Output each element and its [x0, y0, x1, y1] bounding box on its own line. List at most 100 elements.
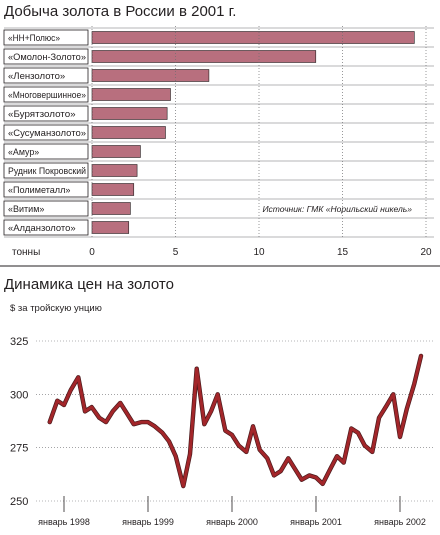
price-point: [153, 425, 156, 428]
price-point: [237, 444, 240, 447]
bar: [91, 69, 210, 82]
price-point: [405, 408, 408, 411]
price-point: [279, 470, 282, 472]
line-x-tick-label: январь 1998: [38, 517, 90, 527]
price-point: [132, 423, 135, 426]
price-point: [420, 355, 422, 357]
price-point: [105, 421, 107, 423]
line-y-tick-label: 275: [10, 443, 28, 455]
bar-category-box: [3, 143, 89, 160]
bar-x-tick-label: 15: [337, 247, 349, 258]
bar-category-label: Рудник Покровский: [8, 166, 86, 177]
price-point: [384, 406, 387, 408]
price-point: [140, 421, 143, 423]
bar-category-label: «Алданзолото»: [8, 223, 76, 234]
bar-chart-x-axis: 0 5 10 15 20: [89, 26, 432, 258]
bar-category-box: [3, 29, 89, 46]
bar-category-box: [3, 124, 89, 141]
line-x-tick-label: январь 2000: [206, 517, 258, 527]
price-point: [378, 417, 380, 419]
price-point: [189, 453, 191, 455]
price-point: [266, 457, 269, 460]
line-y-tick-label: 250: [10, 496, 28, 508]
price-point: [174, 455, 177, 458]
bar-chart-plot: «НН+Полюс» «Омолон-Золото» «Лензолото» «Мно…: [3, 27, 434, 238]
price-point: [245, 451, 248, 453]
price-point: [210, 410, 212, 413]
bar: [91, 126, 166, 139]
price-point: [300, 478, 303, 481]
price-point: [48, 421, 51, 423]
price-point: [392, 393, 395, 396]
bar-category-box: [3, 200, 89, 217]
line-chart-title: Динамика цен на золото: [4, 276, 174, 293]
price-point: [399, 436, 401, 438]
bar-category-box: [3, 219, 89, 236]
bar: [91, 145, 141, 158]
price-point: [168, 440, 170, 443]
bar-category-label: «Витим»: [8, 204, 44, 215]
price-point: [342, 461, 345, 464]
bar-category-box: [3, 86, 89, 103]
price-point: [56, 399, 59, 402]
bar-category-label: «Лензолото»: [8, 71, 65, 82]
price-point: [252, 425, 254, 428]
price-point: [195, 367, 198, 370]
price-point: [63, 404, 65, 406]
bar: [91, 88, 171, 101]
line-chart-y-label: $ за тройскую унцию: [10, 303, 102, 314]
price-point: [77, 376, 80, 379]
bar-category-label: «НН+Полюс»: [8, 33, 60, 44]
price-point: [357, 431, 359, 434]
bar-x-tick-label: 20: [420, 247, 432, 258]
price-point: [224, 429, 227, 432]
bar: [91, 183, 135, 196]
bar: [91, 31, 415, 44]
price-point: [321, 483, 324, 485]
price-point: [119, 402, 122, 404]
price-point: [98, 417, 101, 419]
bar: [91, 202, 131, 215]
price-point: [231, 434, 233, 436]
price-point: [216, 393, 219, 396]
price-point: [147, 421, 149, 423]
price-point: [350, 427, 353, 430]
line-x-tick-label: январь 2001: [290, 517, 342, 527]
bar-category-box: [3, 162, 89, 179]
bar-x-tick-label: 10: [253, 247, 265, 258]
price-point: [287, 457, 290, 460]
bar-category-label: «Сусуманзолото»: [8, 128, 86, 139]
bar-category-box: [3, 67, 89, 84]
bar: [91, 50, 317, 63]
price-point: [182, 485, 185, 487]
bar-category-label: «Бурятзолото»: [8, 109, 76, 120]
bar-category-box: [3, 105, 89, 122]
bar-chart-x-label: тонны: [12, 247, 40, 258]
price-point: [315, 476, 317, 479]
price-point: [329, 468, 332, 470]
price-point: [308, 474, 311, 477]
price-point: [273, 474, 275, 477]
price-line: [48, 354, 423, 488]
bar-x-tick-label: 5: [173, 247, 179, 258]
line-chart-series: [47, 353, 424, 489]
price-point: [203, 423, 206, 426]
price-point: [371, 451, 374, 453]
price-point: [336, 455, 338, 458]
price-point: [363, 444, 366, 447]
price-point: [111, 410, 114, 413]
line-x-tick-label: январь 2002: [374, 517, 426, 527]
price-point: [69, 389, 72, 391]
line-chart-x-axis: январь 1998 январь 1999 январь 2000 январь …: [38, 496, 426, 527]
line-y-tick-label: 300: [10, 389, 28, 401]
price-point: [90, 406, 93, 408]
bar: [91, 107, 168, 120]
bar-chart-source: Источник: ГМК «Норильский никель»: [262, 204, 412, 214]
price-point: [413, 382, 416, 385]
price-point: [294, 468, 296, 470]
bar-category-label: «Полиметалл»: [8, 185, 70, 196]
bar: [91, 164, 138, 177]
bar: [91, 221, 130, 234]
price-point: [258, 449, 261, 451]
